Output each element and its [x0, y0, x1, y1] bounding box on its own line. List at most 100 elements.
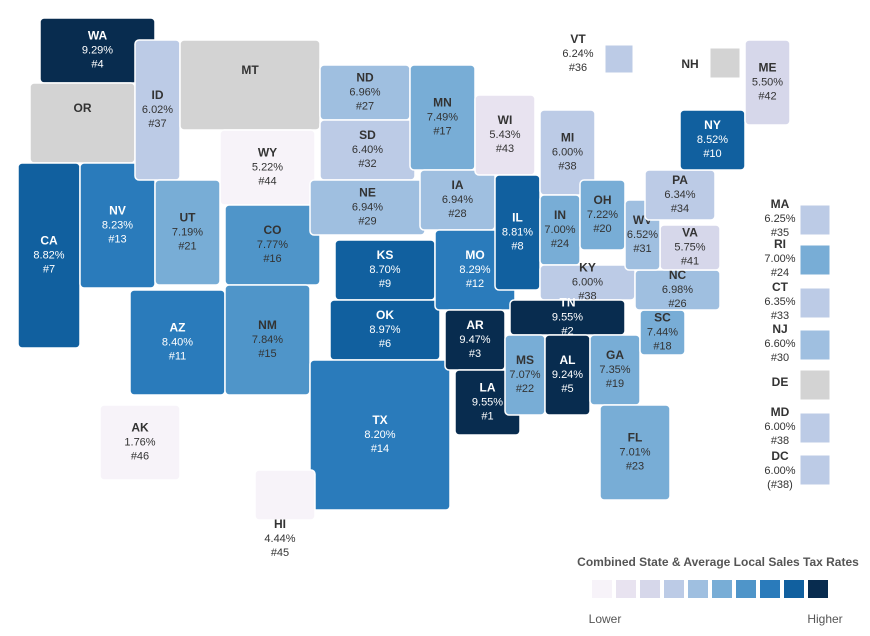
legend-swatch — [736, 580, 756, 598]
state-rate: 6.35% — [764, 296, 795, 308]
state-abbr: PA — [672, 173, 688, 187]
state-rate: 6.40% — [352, 144, 383, 156]
legend-swatch — [712, 580, 732, 598]
legend-swatch — [616, 580, 636, 598]
state-rate: 6.94% — [442, 194, 473, 206]
state-shape — [29, 82, 136, 164]
state-rank: #26 — [668, 298, 686, 310]
state-abbr: SD — [359, 128, 376, 142]
state-rate: 5.50% — [752, 76, 783, 88]
state-abbr: MN — [433, 96, 452, 110]
state-rate: 8.20% — [364, 429, 395, 441]
state-rate: 8.81% — [502, 226, 533, 238]
state-abbr: AZ — [170, 321, 186, 335]
state-abbr: DC — [771, 449, 789, 463]
state-abbr: TN — [560, 296, 576, 310]
state-rank: #14 — [371, 443, 389, 455]
state-rank: #37 — [148, 118, 166, 130]
state-rank: #46 — [131, 450, 149, 462]
state-abbr: AL — [560, 353, 576, 367]
state-rate: 6.98% — [662, 284, 693, 296]
state-rank: #34 — [671, 203, 689, 215]
state-rank: #42 — [758, 90, 776, 102]
state-box — [799, 204, 831, 236]
state-abbr: TX — [372, 413, 387, 427]
state-rank: #7 — [43, 263, 55, 275]
state-rate: 8.23% — [102, 219, 133, 231]
state-rate: 7.07% — [509, 369, 540, 381]
state-rank: #16 — [263, 253, 281, 265]
legend-swatch — [640, 580, 660, 598]
state-rank: #8 — [511, 240, 523, 252]
state-abbr: LA — [480, 381, 496, 395]
legend-swatch — [808, 580, 828, 598]
state-abbr: KS — [377, 248, 394, 262]
state-rate: 7.19% — [172, 226, 203, 238]
state-rank: #4 — [91, 58, 103, 70]
state-rank: #11 — [169, 350, 187, 362]
legend-swatch — [784, 580, 804, 598]
state-abbr: CT — [772, 280, 789, 294]
legend-swatch — [760, 580, 780, 598]
state-abbr: AK — [131, 421, 149, 435]
state-rank: #17 — [433, 125, 451, 137]
state-rate: 7.22% — [587, 209, 618, 221]
legend-swatch — [592, 580, 612, 598]
state-abbr: OK — [376, 308, 394, 322]
state-rank: #29 — [358, 215, 376, 227]
state-rate: 7.01% — [619, 446, 650, 458]
state-rate: 7.49% — [427, 111, 458, 123]
state-abbr: MD — [771, 405, 790, 419]
state-abbr: KY — [579, 261, 596, 275]
state-rate: 7.77% — [257, 239, 288, 251]
state-rank: #44 — [258, 175, 276, 187]
state-rate: 5.22% — [252, 161, 283, 173]
state-shape — [599, 404, 671, 501]
state-abbr: NE — [359, 186, 376, 200]
state-rate: 8.29% — [459, 264, 490, 276]
state-rank: #19 — [606, 378, 624, 390]
state-rate: 1.76% — [124, 436, 155, 448]
state-rate: 6.00% — [764, 465, 795, 477]
state-abbr: MI — [561, 131, 574, 145]
state-rank: #15 — [258, 348, 276, 360]
state-rate: 7.00% — [764, 253, 795, 265]
legend-low: Lower — [589, 612, 622, 626]
state-rate: 8.82% — [33, 249, 64, 261]
state-box — [799, 287, 831, 319]
state-box — [799, 329, 831, 361]
state-abbr: AR — [466, 318, 484, 332]
state-rank: #38 — [771, 435, 789, 447]
state-rank: #33 — [771, 310, 789, 322]
state-abbr: CO — [264, 223, 282, 237]
state-rank: #45 — [271, 547, 289, 559]
legend-swatch — [688, 580, 708, 598]
state-abbr: ND — [356, 71, 374, 85]
state-rate: 6.52% — [627, 229, 658, 241]
state-rank: #5 — [561, 383, 573, 395]
state-abbr: NV — [109, 204, 126, 218]
state-abbr: FL — [628, 431, 643, 445]
state-abbr: NH — [681, 57, 698, 71]
state-rank: #35 — [771, 227, 789, 239]
state-abbr: GA — [606, 348, 624, 362]
state-rate: 6.24% — [562, 48, 593, 60]
state-rate: 8.70% — [369, 264, 400, 276]
state-rate: 8.97% — [369, 324, 400, 336]
state-rate: 5.43% — [489, 129, 520, 141]
state-rate: 7.44% — [647, 326, 678, 338]
state-rate: 6.34% — [664, 189, 695, 201]
state-box — [799, 454, 831, 486]
state-box — [799, 369, 831, 401]
state-rank: #22 — [516, 383, 534, 395]
state-rate: 6.94% — [352, 201, 383, 213]
state-abbr: HI — [274, 517, 286, 531]
state-abbr: OR — [74, 101, 92, 115]
state-abbr: UT — [180, 211, 197, 225]
state-abbr: VT — [570, 32, 586, 46]
state-rate: 9.24% — [552, 369, 583, 381]
legend-high: Higher — [807, 612, 842, 626]
state-shape — [644, 169, 716, 221]
state-abbr: WI — [498, 113, 513, 127]
state-rate: 9.29% — [82, 44, 113, 56]
